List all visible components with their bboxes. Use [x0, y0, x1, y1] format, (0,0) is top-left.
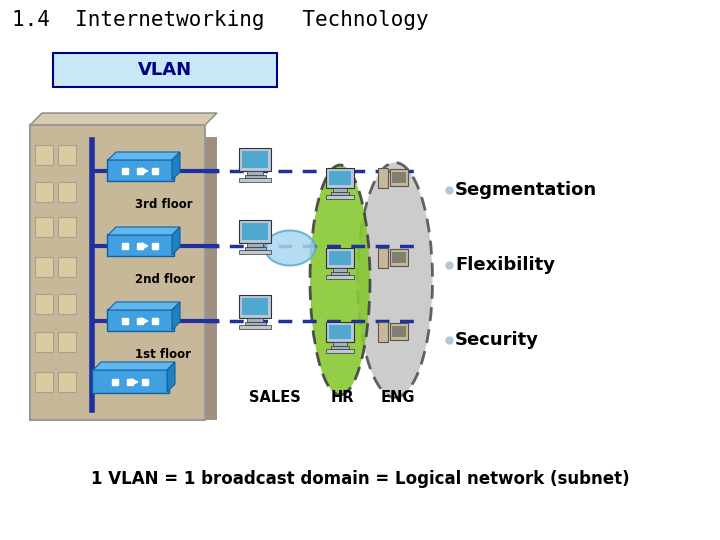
Polygon shape: [172, 152, 180, 180]
Bar: [239, 178, 271, 182]
Bar: [378, 322, 388, 342]
Bar: [58, 145, 76, 165]
Bar: [58, 332, 76, 352]
Bar: [247, 243, 263, 247]
Bar: [58, 294, 76, 314]
Bar: [326, 322, 354, 342]
Ellipse shape: [310, 165, 370, 395]
Polygon shape: [167, 362, 175, 392]
Polygon shape: [30, 113, 217, 125]
FancyBboxPatch shape: [92, 369, 169, 393]
FancyBboxPatch shape: [107, 234, 174, 256]
Bar: [329, 251, 351, 265]
Bar: [378, 168, 388, 188]
Bar: [390, 249, 408, 266]
Bar: [245, 247, 266, 250]
Bar: [333, 342, 347, 346]
Bar: [58, 217, 76, 237]
Text: 3rd floor: 3rd floor: [135, 198, 193, 211]
Bar: [35, 294, 53, 314]
Ellipse shape: [265, 231, 315, 266]
Bar: [35, 217, 53, 237]
Bar: [35, 332, 53, 352]
Text: Segmentation: Segmentation: [455, 181, 597, 199]
Bar: [329, 325, 351, 339]
Bar: [392, 326, 406, 337]
Bar: [329, 171, 351, 185]
Bar: [331, 192, 349, 195]
Bar: [390, 169, 408, 186]
Bar: [326, 349, 354, 353]
Bar: [58, 372, 76, 392]
Bar: [247, 171, 263, 175]
Text: 2nd floor: 2nd floor: [135, 273, 195, 286]
Bar: [35, 257, 53, 277]
Bar: [35, 145, 53, 165]
Bar: [326, 248, 354, 268]
Bar: [239, 295, 271, 318]
Text: HR: HR: [330, 390, 354, 405]
Polygon shape: [172, 302, 180, 330]
Polygon shape: [108, 227, 180, 235]
Polygon shape: [108, 152, 180, 160]
Text: 1st floor: 1st floor: [135, 348, 191, 361]
Bar: [239, 220, 271, 243]
Text: 1.4  Internetworking   Technology: 1.4 Internetworking Technology: [12, 10, 428, 30]
Bar: [331, 272, 349, 275]
Bar: [378, 248, 388, 268]
Bar: [58, 182, 76, 202]
Bar: [390, 323, 408, 340]
Bar: [245, 322, 266, 325]
Text: ENG: ENG: [381, 390, 415, 405]
Bar: [242, 298, 268, 315]
Bar: [392, 252, 406, 263]
Bar: [242, 223, 268, 240]
Bar: [58, 257, 76, 277]
Polygon shape: [172, 227, 180, 255]
FancyBboxPatch shape: [107, 309, 174, 331]
Bar: [239, 250, 271, 254]
Bar: [333, 188, 347, 192]
Bar: [392, 172, 406, 183]
Text: Security: Security: [455, 331, 539, 349]
Bar: [331, 346, 349, 349]
Text: 1 VLAN = 1 broadcast domain = Logical network (subnet): 1 VLAN = 1 broadcast domain = Logical ne…: [91, 470, 629, 488]
Bar: [239, 325, 271, 329]
Bar: [35, 372, 53, 392]
Bar: [35, 182, 53, 202]
FancyBboxPatch shape: [107, 159, 174, 181]
Bar: [245, 175, 266, 178]
Text: Flexibility: Flexibility: [455, 256, 555, 274]
Text: VLAN: VLAN: [138, 61, 192, 79]
Ellipse shape: [358, 163, 433, 397]
Bar: [326, 168, 354, 188]
Bar: [205, 137, 217, 420]
Bar: [326, 195, 354, 199]
Bar: [242, 151, 268, 168]
FancyBboxPatch shape: [53, 53, 277, 87]
Bar: [30, 125, 205, 420]
Bar: [326, 275, 354, 279]
Polygon shape: [93, 362, 175, 370]
Polygon shape: [108, 302, 180, 310]
Bar: [247, 318, 263, 322]
Bar: [333, 268, 347, 272]
Bar: [239, 148, 271, 171]
Text: SALES: SALES: [249, 390, 301, 405]
